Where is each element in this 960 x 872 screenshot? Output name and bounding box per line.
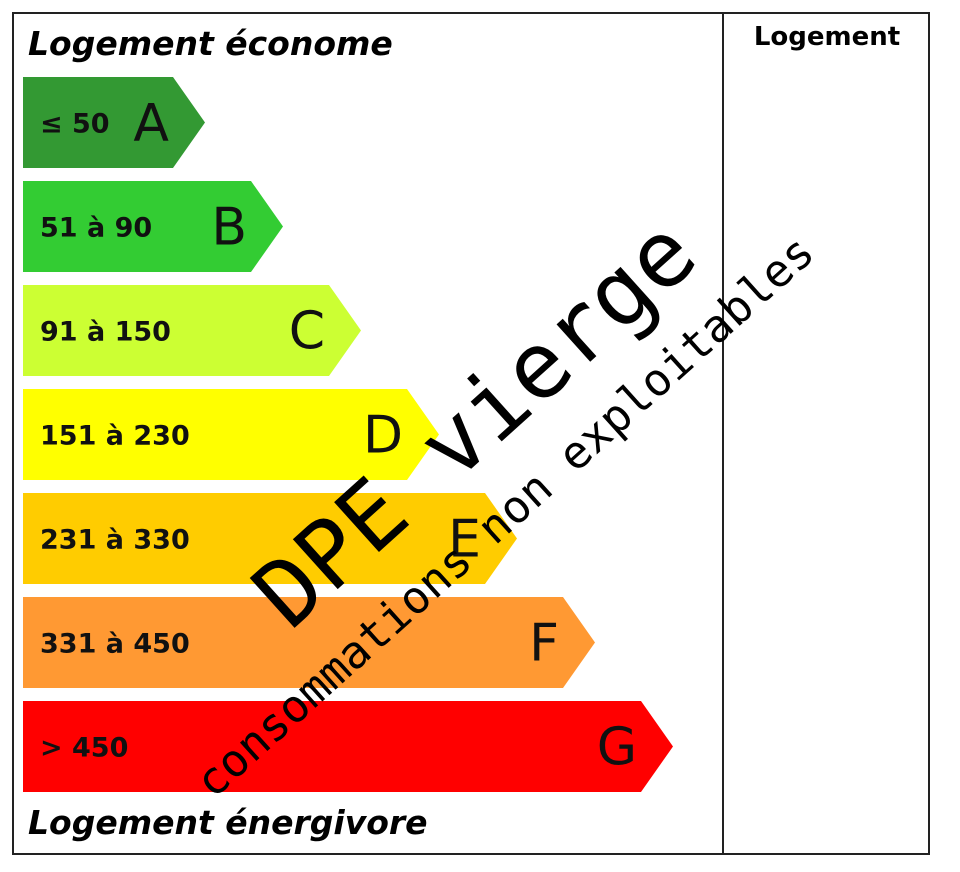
class-arrow-g bbox=[23, 701, 673, 792]
class-range-label: ≤ 50 bbox=[40, 109, 110, 140]
column-divider bbox=[722, 12, 724, 855]
class-letter: F bbox=[529, 614, 559, 674]
class-letter: B bbox=[211, 198, 247, 258]
class-arrow-d bbox=[23, 389, 439, 480]
label-frame bbox=[12, 12, 930, 855]
class-range-label: 51 à 90 bbox=[40, 213, 152, 244]
class-letter: A bbox=[133, 94, 169, 154]
housing-column-header: Logement bbox=[753, 22, 901, 52]
energy-class-f: 331 à 450 F bbox=[23, 597, 595, 688]
class-arrow-c bbox=[23, 285, 361, 376]
class-letter: E bbox=[448, 510, 481, 570]
class-range-label: 91 à 150 bbox=[40, 317, 171, 348]
energy-class-a: ≤ 50 A bbox=[23, 77, 205, 168]
efficient-label: Logement économe bbox=[28, 24, 393, 63]
class-letter: D bbox=[363, 406, 403, 466]
class-arrow-b bbox=[23, 181, 283, 272]
class-letter: C bbox=[289, 302, 325, 362]
class-arrow-a bbox=[23, 77, 205, 168]
energy-class-b: 51 à 90 B bbox=[23, 181, 283, 272]
class-arrow-e bbox=[23, 493, 517, 584]
class-range-label: 331 à 450 bbox=[40, 629, 190, 660]
class-range-label: > 450 bbox=[40, 733, 128, 764]
class-range-label: 151 à 230 bbox=[40, 421, 190, 452]
energy-class-c: 91 à 150 C bbox=[23, 285, 361, 376]
energy-class-g: > 450 G bbox=[23, 701, 673, 792]
class-letter: G bbox=[597, 718, 637, 778]
energy-class-e: 231 à 330 E bbox=[23, 493, 517, 584]
class-arrow-f bbox=[23, 597, 595, 688]
inefficient-label: Logement énergivore bbox=[28, 803, 428, 842]
energy-class-d: 151 à 230 D bbox=[23, 389, 439, 480]
class-range-label: 231 à 330 bbox=[40, 525, 190, 556]
